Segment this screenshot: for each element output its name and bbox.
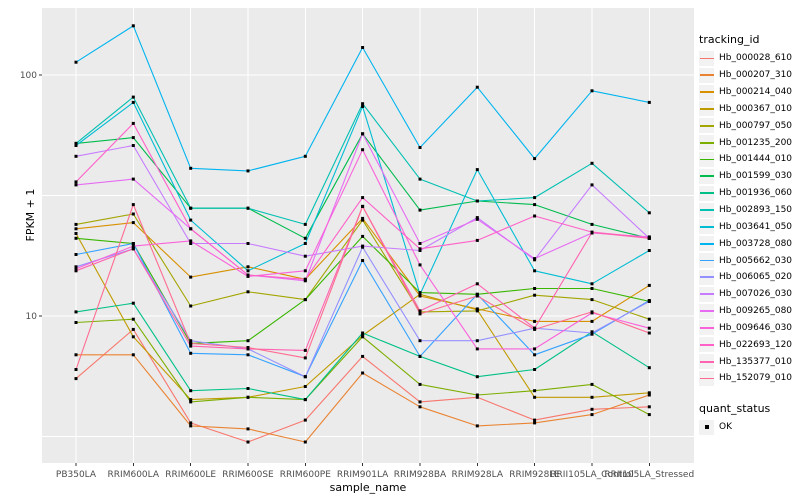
legend-item-quant-status: OK xyxy=(699,419,732,436)
legend-item-label: Hb_003641_050 xyxy=(719,221,793,232)
y-tick-labels: 100 10 xyxy=(20,71,37,322)
legend-item-label: Hb_009646_030 xyxy=(719,322,793,333)
svg-text:100: 100 xyxy=(20,71,37,81)
legend-item-label: Hb_001444_010 xyxy=(719,154,793,165)
legend-item: Hb_000367_010 xyxy=(699,101,792,118)
legend-item: Hb_001599_030 xyxy=(699,168,792,185)
svg-text:RRIM600LE: RRIM600LE xyxy=(165,470,216,480)
legend-item: Hb_022693_120 xyxy=(699,336,792,353)
legend-key-line-swatch xyxy=(699,135,714,151)
legend-item: Hb_007026_030 xyxy=(699,286,792,303)
legend-item: Hb_152079_010 xyxy=(699,370,792,387)
legend-item-label: Hb_022693_120 xyxy=(719,339,793,350)
legend-key-line-swatch xyxy=(699,236,714,252)
legend-item: Hb_000214_040 xyxy=(699,84,792,101)
legend-item: Hb_003641_050 xyxy=(699,218,792,235)
legend-item: Hb_000028_610 xyxy=(699,50,792,67)
legend-item-label: Hb_152079_010 xyxy=(719,373,793,384)
legend-key-line-swatch xyxy=(699,219,714,235)
legend-item-label: Hb_001936_060 xyxy=(719,188,793,199)
legend-item: Hb_000207_310 xyxy=(699,67,792,84)
legend-item-label: Hb_001599_030 xyxy=(719,171,793,182)
svg-text:RRIM928LE: RRIM928LE xyxy=(509,470,560,480)
legend-key-line-swatch xyxy=(699,202,714,218)
legend-key-line-swatch xyxy=(699,320,714,336)
legend-item: Hb_003728_080 xyxy=(699,235,792,252)
legend-item-label: Hb_000028_610 xyxy=(719,53,793,64)
legend: tracking_id Hb_000028_610 Hb_000207_310 Hb… xyxy=(698,0,800,500)
legend-item: Hb_002893_150 xyxy=(699,202,792,219)
legend-item: Hb_000797_050 xyxy=(699,117,792,134)
legend-key-line-swatch xyxy=(699,253,714,269)
svg-text:10: 10 xyxy=(26,312,38,322)
legend-item-label: Hb_007026_030 xyxy=(719,289,793,300)
legend-item-label: Hb_002893_150 xyxy=(719,205,793,216)
legend-key-line-swatch xyxy=(699,269,714,285)
legend-title-quant-status: quant_status xyxy=(699,402,771,415)
legend-item: Hb_001444_010 xyxy=(699,151,792,168)
legend-key-line-swatch xyxy=(699,354,714,370)
legend-item: Hb_001936_060 xyxy=(699,185,792,202)
legend-key-line-swatch xyxy=(699,84,714,100)
legend-key-line-swatch xyxy=(699,185,714,201)
legend-item-label: Hb_001235_200 xyxy=(719,137,793,148)
legend-item-label: Hb_009265_080 xyxy=(719,306,793,317)
legend-item-label: Hb_006065_020 xyxy=(719,272,793,283)
legend-item: Hb_009646_030 xyxy=(699,320,792,337)
legend-item: Hb_001235_200 xyxy=(699,134,792,151)
legend-item-label: Hb_135377_010 xyxy=(719,356,793,367)
legend-item: Hb_135377_010 xyxy=(699,353,792,370)
svg-text:RRIM600PE: RRIM600PE xyxy=(280,470,332,480)
legend-item-label: Hb_000367_010 xyxy=(719,103,793,114)
gridlines xyxy=(42,8,694,463)
legend-key-line-swatch xyxy=(699,286,714,302)
legend-item-label: Hb_000214_040 xyxy=(719,87,793,98)
x-axis-title: sample_name xyxy=(329,481,407,494)
legend-key-line-swatch xyxy=(699,118,714,134)
legend-key-line-swatch xyxy=(699,151,714,167)
legend-key-line-swatch xyxy=(699,101,714,117)
legend-title-tracking-id: tracking_id xyxy=(699,33,760,46)
svg-text:RRII105LA_Control: RRII105LA_Control xyxy=(550,470,633,480)
legend-key-line-swatch xyxy=(699,370,714,386)
legend-item-label: Hb_005662_030 xyxy=(719,255,793,266)
legend-item-label: Hb_003728_080 xyxy=(719,238,793,249)
legend-item: Hb_005662_030 xyxy=(699,252,792,269)
legend-key-line-swatch xyxy=(699,168,714,184)
legend-key-line-swatch xyxy=(699,337,714,353)
legend-key-line-swatch xyxy=(699,67,714,83)
y-axis-title: FPKM + 1 xyxy=(23,188,37,242)
legend-item: Hb_009265_080 xyxy=(699,303,792,320)
svg-text:PB350LA: PB350LA xyxy=(56,470,97,480)
legend-tracking-id-items: Hb_000028_610 Hb_000207_310 Hb_000214_040 H… xyxy=(699,50,792,387)
svg-text:RRIM901LA: RRIM901LA xyxy=(337,470,389,480)
legend-key-line-swatch xyxy=(699,50,714,66)
data-points xyxy=(74,24,651,444)
legend-item-label: OK xyxy=(719,422,732,433)
legend-item: Hb_006065_020 xyxy=(699,269,792,286)
x-tick-labels: PB350LA RRIM600LA RRIM600LE RRIM600SE RRIM60… xyxy=(56,470,694,480)
legend-item-label: Hb_000797_050 xyxy=(719,120,793,131)
legend-key-square-swatch xyxy=(699,419,714,435)
legend-item-label: Hb_000207_310 xyxy=(719,70,793,81)
plot-panel xyxy=(42,8,694,463)
legend-key-line-swatch xyxy=(699,303,714,319)
axis-ticks xyxy=(39,74,650,466)
svg-text:RRII105LA_Stressed: RRII105LA_Stressed xyxy=(604,470,694,480)
svg-text:RRIM928LA: RRIM928LA xyxy=(452,470,504,480)
svg-text:RRIM600LA: RRIM600LA xyxy=(108,470,160,480)
svg-text:RRIM600SE: RRIM600SE xyxy=(222,470,274,480)
legend-quant-status-items: OK xyxy=(699,419,732,436)
svg-text:RRIM928BA: RRIM928BA xyxy=(394,470,447,480)
